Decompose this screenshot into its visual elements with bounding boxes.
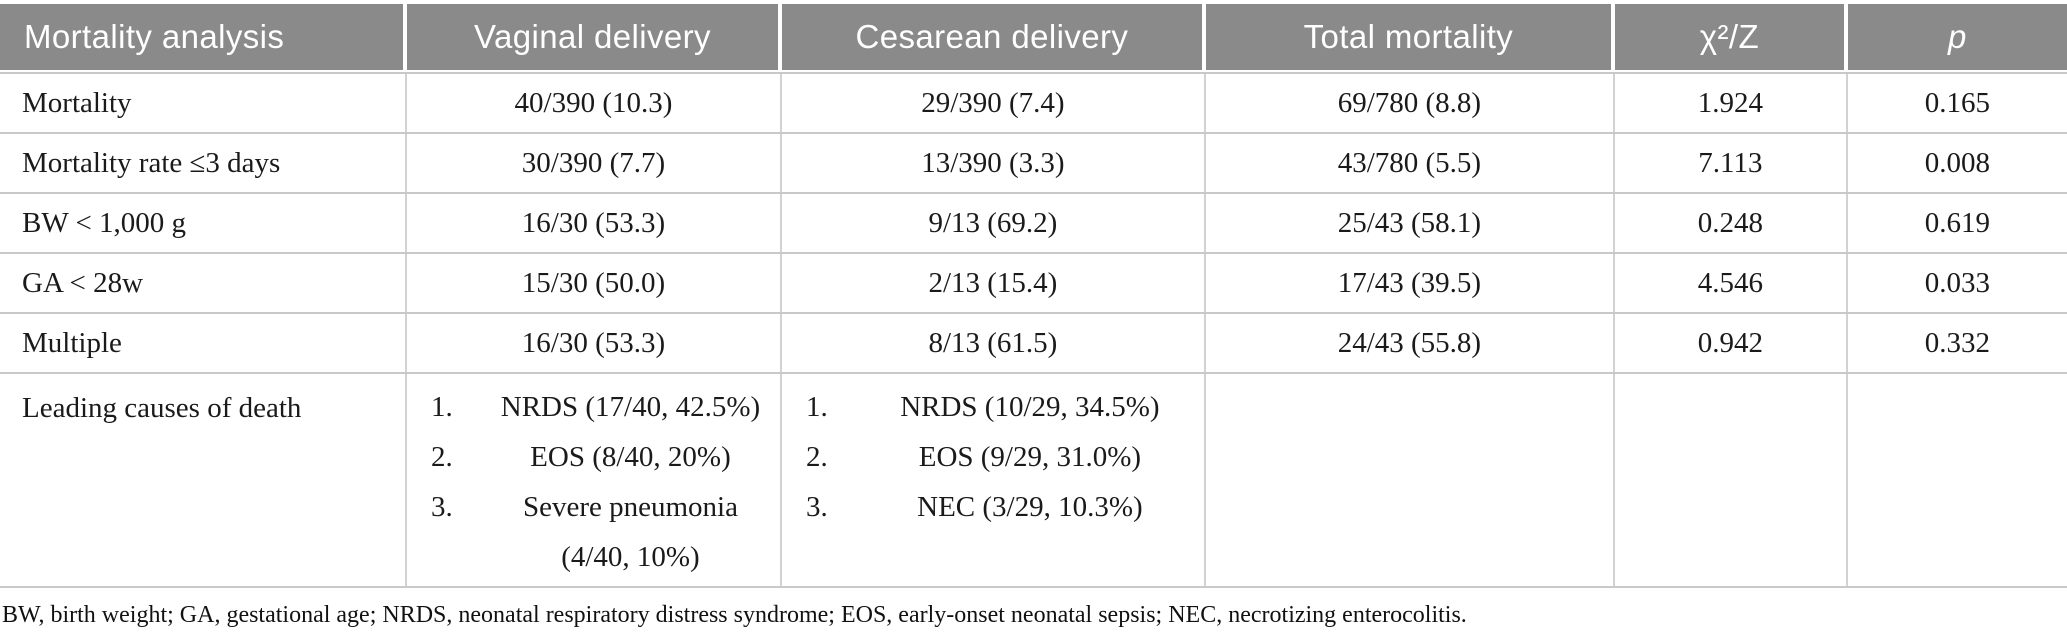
table-row-mortality: Mortality 40/390 (10.3) 29/390 (7.4) 69/… bbox=[0, 74, 2067, 134]
list-item-text: EOS (9/29, 31.0%) bbox=[918, 441, 1142, 473]
cell-total: 17/43 (39.5) bbox=[1206, 254, 1615, 312]
cell-total: 25/43 (58.1) bbox=[1206, 194, 1615, 252]
cell-vaginal: 30/390 (7.7) bbox=[407, 134, 782, 192]
row-label: Mortality rate ≤3 days bbox=[0, 134, 407, 192]
cell-vaginal: 16/30 (53.3) bbox=[407, 194, 782, 252]
list-item-text: NRDS (17/40, 42.5%) bbox=[500, 391, 761, 423]
table-row-mortality-rate-3-days: Mortality rate ≤3 days 30/390 (7.7) 13/3… bbox=[0, 134, 2067, 194]
cell-p-value: 0.008 bbox=[1924, 146, 1991, 179]
cell-cesarean: 13/390 (3.3) bbox=[782, 134, 1206, 192]
cesarean-causes-list: 1. NRDS (10/29, 34.5%) 2. EOS (9/29, 31.… bbox=[782, 374, 1204, 532]
row-label: Multiple bbox=[0, 314, 407, 372]
vaginal-causes-list: 1. NRDS (17/40, 42.5%) 2. EOS (8/40, 20%… bbox=[407, 374, 780, 582]
table-header-row: Mortality analysis Vaginal delivery Cesa… bbox=[0, 4, 2067, 70]
cell-chi-squared: 7.113 bbox=[1615, 134, 1848, 192]
table-row-bw-under-1000g: BW < 1,000 g 16/30 (53.3) 9/13 (69.2) 25… bbox=[0, 194, 2067, 254]
cell-cesarean: 8/13 (61.5) bbox=[782, 314, 1206, 372]
cell-vaginal: 40/390 (10.3) bbox=[407, 74, 782, 132]
cell-p-value: 0.332 bbox=[1924, 326, 1991, 359]
column-header-total-mortality: Total mortality bbox=[1205, 4, 1615, 70]
column-header-vaginal-delivery: Vaginal delivery bbox=[406, 4, 782, 70]
list-item: 2. EOS (8/40, 20%) bbox=[407, 432, 780, 482]
cell-cesarean: 9/13 (69.2) bbox=[782, 194, 1206, 252]
cell-chi-squared: 0.942 bbox=[1615, 314, 1848, 372]
row-label: Mortality bbox=[0, 74, 407, 132]
cell-vaginal-causes: 1. NRDS (17/40, 42.5%) 2. EOS (8/40, 20%… bbox=[407, 374, 782, 586]
cell-total: 24/43 (55.8) bbox=[1206, 314, 1615, 372]
cell-cesarean-causes: 1. NRDS (10/29, 34.5%) 2. EOS (9/29, 31.… bbox=[782, 374, 1206, 586]
cell-vaginal: 15/30 (50.0) bbox=[407, 254, 782, 312]
list-item: 2. EOS (9/29, 31.0%) bbox=[782, 432, 1204, 482]
table-row-leading-causes: Leading causes of death 1. NRDS (17/40, … bbox=[0, 374, 2067, 588]
table-footnote: BW, birth weight; GA, gestational age; N… bbox=[2, 602, 1467, 628]
cell-p-value: 0.619 bbox=[1924, 206, 1991, 239]
list-item: 3. Severe pneumonia (4/40, 10%) bbox=[407, 482, 780, 582]
list-item-number: 1. bbox=[430, 391, 453, 423]
list-item-number: 3. bbox=[430, 491, 453, 523]
cell-chi-squared: 1.924 bbox=[1615, 74, 1848, 132]
cell-cesarean: 29/390 (7.4) bbox=[782, 74, 1206, 132]
column-header-p-value: p bbox=[1847, 4, 2067, 70]
cell-vaginal: 16/30 (53.3) bbox=[407, 314, 782, 372]
list-item-number: 1. bbox=[805, 391, 828, 423]
row-label: Leading causes of death bbox=[0, 374, 407, 586]
list-item: 1. NRDS (10/29, 34.5%) bbox=[782, 382, 1204, 432]
column-header-mortality-analysis: Mortality analysis bbox=[0, 4, 407, 70]
cell-chi-squared-empty bbox=[1615, 374, 1848, 586]
cell-p-value: 0.033 bbox=[1924, 266, 1991, 299]
cell-total-empty bbox=[1206, 374, 1615, 586]
cell-chi-squared: 0.248 bbox=[1615, 194, 1848, 252]
cell-total: 43/780 (5.5) bbox=[1206, 134, 1615, 192]
list-item-number: 3. bbox=[805, 491, 828, 523]
mortality-table: Mortality analysis Vaginal delivery Cesa… bbox=[0, 4, 2067, 588]
list-item-text: NRDS (10/29, 34.5%) bbox=[900, 391, 1160, 423]
cell-cesarean: 2/13 (15.4) bbox=[782, 254, 1206, 312]
table-body: Mortality 40/390 (10.3) 29/390 (7.4) 69/… bbox=[0, 72, 2067, 588]
list-item-number: 2. bbox=[805, 441, 828, 473]
list-item: 1. NRDS (17/40, 42.5%) bbox=[407, 382, 780, 432]
list-item-text: Severe pneumonia (4/40, 10%) bbox=[522, 491, 738, 573]
list-item-text: EOS (8/40, 20%) bbox=[530, 441, 731, 473]
row-label: GA < 28w bbox=[0, 254, 407, 312]
cell-p-value: 0.165 bbox=[1924, 86, 1991, 119]
table-row-multiple: Multiple 16/30 (53.3) 8/13 (61.5) 24/43 … bbox=[0, 314, 2067, 374]
cell-p-value-empty bbox=[1848, 374, 2067, 586]
table-row-ga-under-28w: GA < 28w 15/30 (50.0) 2/13 (15.4) 17/43 … bbox=[0, 254, 2067, 314]
cell-total: 69/780 (8.8) bbox=[1206, 74, 1615, 132]
list-item: 3. NEC (3/29, 10.3%) bbox=[782, 482, 1204, 532]
list-item-text: NEC (3/29, 10.3%) bbox=[917, 491, 1143, 523]
row-label: BW < 1,000 g bbox=[0, 194, 407, 252]
column-header-chi-squared-z: χ²/Z bbox=[1614, 4, 1848, 70]
cell-chi-squared: 4.546 bbox=[1615, 254, 1848, 312]
list-item-number: 2. bbox=[430, 441, 453, 473]
column-header-cesarean-delivery: Cesarean delivery bbox=[781, 4, 1206, 70]
